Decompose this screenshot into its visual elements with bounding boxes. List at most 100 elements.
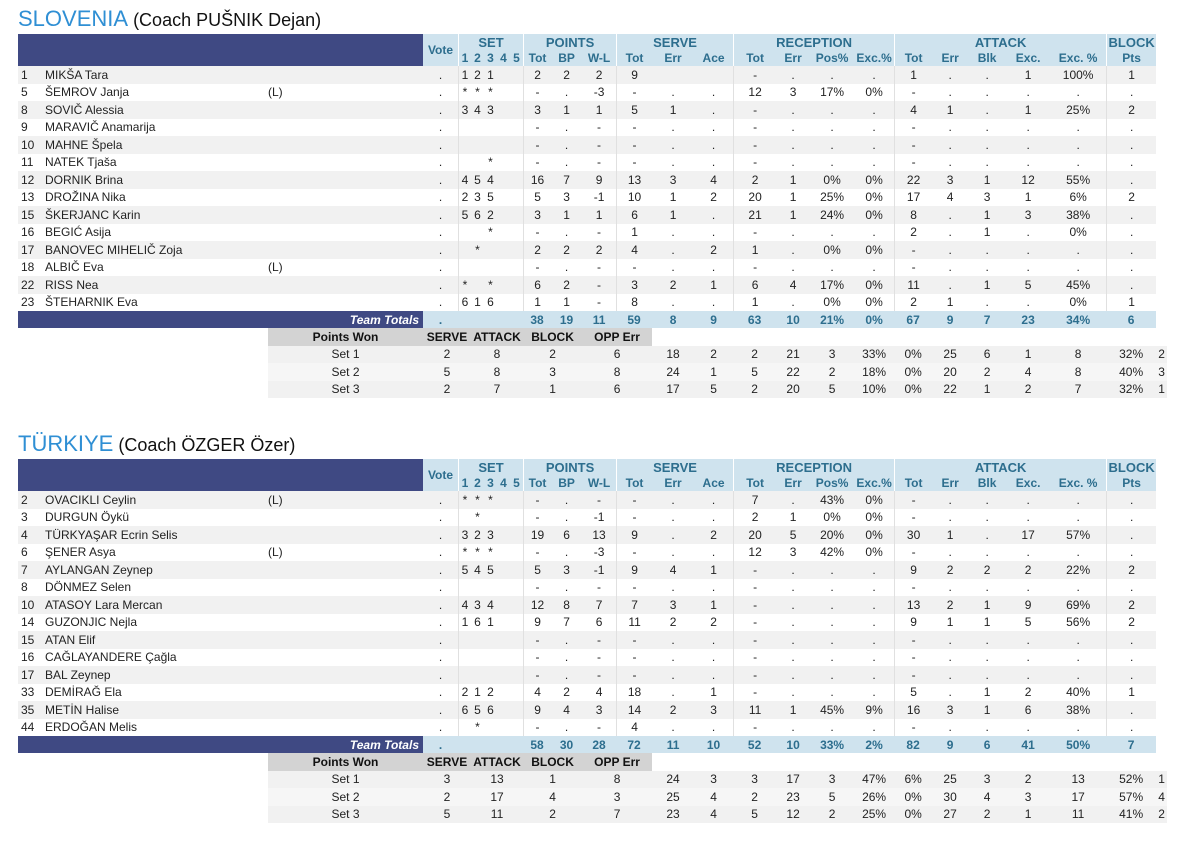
- vote-value: .: [423, 596, 458, 614]
- set-position: 1: [458, 66, 471, 84]
- player-name: ŠEMROV Janja: [43, 83, 268, 101]
- set-serve-value: 18: [652, 345, 695, 363]
- attack-value: 1: [968, 701, 1007, 719]
- pw-attack: 8: [471, 363, 524, 381]
- points-value: -: [582, 578, 617, 596]
- player-name: DEMİRAĞ Ela: [43, 683, 268, 701]
- set-position: 4: [458, 596, 471, 614]
- points-value: -: [582, 136, 617, 154]
- pw-opp-err: 3: [582, 788, 653, 806]
- attack-total: 9: [932, 736, 969, 753]
- player-number: 12: [18, 171, 43, 189]
- points-value: .: [551, 578, 583, 596]
- attack-value: .: [932, 66, 969, 84]
- set-position: 3: [471, 188, 484, 206]
- set-position: [510, 153, 524, 171]
- player-row: 15 ATAN Elif. -. - -.. -... -.....: [18, 631, 1178, 649]
- player-number: 15: [18, 631, 43, 649]
- attack-value: .: [968, 293, 1007, 311]
- vote-value: .: [423, 188, 458, 206]
- attack-value: .: [968, 526, 1007, 544]
- set-num-header: 4: [497, 50, 510, 66]
- attack-value: -: [894, 666, 933, 684]
- set-position: [471, 578, 484, 596]
- serve-value: 9: [616, 526, 653, 544]
- attack-value: -: [894, 491, 933, 509]
- points-value: -: [582, 631, 617, 649]
- pw-opp-err: 7: [582, 805, 653, 823]
- block-header: BLOCK: [1106, 34, 1157, 50]
- points-value: 1: [582, 101, 617, 119]
- set-serve-value: 4: [694, 805, 734, 823]
- attack-value: .: [968, 66, 1007, 84]
- set-position: *: [484, 491, 497, 509]
- vote-value: .: [423, 153, 458, 171]
- points-value: 6: [582, 613, 617, 631]
- set-position: 2: [484, 206, 497, 224]
- reception-value: .: [854, 666, 895, 684]
- serve-value: 9: [616, 561, 653, 579]
- attack-value: .: [968, 136, 1007, 154]
- points-value: -3: [582, 83, 617, 101]
- points-value: -: [582, 718, 617, 736]
- vote-value: .: [423, 223, 458, 241]
- serve-header: SERVE: [616, 459, 734, 475]
- set-reception-value: 12: [776, 805, 811, 823]
- reception-value: -: [733, 258, 777, 276]
- set-position: *: [484, 276, 497, 294]
- attack-value: 17: [1006, 526, 1051, 544]
- serve-value: 2: [652, 613, 695, 631]
- reception-value: 1: [776, 206, 811, 224]
- reception-value: -: [733, 596, 777, 614]
- set-position: [484, 631, 497, 649]
- attack-value: 38%: [1050, 701, 1107, 719]
- serve-value: -: [616, 491, 653, 509]
- set-position: [484, 718, 497, 736]
- reception-value: .: [810, 666, 855, 684]
- points-total: 28: [582, 736, 617, 753]
- set-reception-value: 26%: [854, 788, 895, 806]
- attack-value: 30: [894, 526, 933, 544]
- set-position: *: [484, 153, 497, 171]
- reception-value: 0%: [854, 293, 895, 311]
- serve-value: -: [616, 631, 653, 649]
- subheader-attack: Err: [932, 475, 969, 491]
- points-won-header-row: Points Won SERVE ATTACK BLOCK OPP Err: [18, 328, 1178, 346]
- reception-total: 21%: [810, 311, 855, 328]
- set-reception-value: 21: [776, 345, 811, 363]
- player-number: 10: [18, 596, 43, 614]
- attack-value: 3: [968, 188, 1007, 206]
- set-position: [497, 491, 510, 509]
- block-value: .: [1106, 223, 1157, 241]
- points-value: -1: [582, 188, 617, 206]
- pw-opp-err: 8: [582, 770, 653, 788]
- reception-value: -: [733, 648, 777, 666]
- serve-value: .: [652, 648, 695, 666]
- attack-value: 40%: [1050, 683, 1107, 701]
- attack-value: .: [932, 631, 969, 649]
- attack-total: 6: [968, 736, 1007, 753]
- vote-value: .: [423, 206, 458, 224]
- reception-value: 43%: [810, 491, 855, 509]
- subheader-serve: Ace: [694, 50, 734, 66]
- serve-value: 6: [616, 206, 653, 224]
- attack-value: 1: [968, 276, 1007, 294]
- set-label: Set 3: [268, 380, 423, 398]
- vote-total: .: [423, 736, 458, 753]
- attack-value: .: [1006, 83, 1051, 101]
- set-attack-value: 11: [1050, 805, 1107, 823]
- set-position: [497, 561, 510, 579]
- attack-value: .: [1006, 118, 1051, 136]
- serve-value: .: [694, 491, 734, 509]
- player-row: 8 DÖNMEZ Selen. -. - -.. -... -.....: [18, 578, 1178, 596]
- vote-header: Vote: [423, 34, 458, 66]
- team-totals-row: Team Totals. 58 30 28 72 11 10 52 10 33% 2% 82 9 6 41 5…: [18, 736, 1178, 753]
- attack-value: .: [932, 206, 969, 224]
- attack-value: 1: [894, 66, 933, 84]
- attack-value: .: [932, 508, 969, 526]
- player-row: 13 DROŽINA Nika. 2 3 5 5 3 -1 10 1 2 20 1 25% 0% 17 4 3 1 6…: [18, 188, 1178, 206]
- attack-total: 23: [1006, 311, 1051, 328]
- vote-value: .: [423, 543, 458, 561]
- reception-value: .: [810, 631, 855, 649]
- serve-value: .: [694, 648, 734, 666]
